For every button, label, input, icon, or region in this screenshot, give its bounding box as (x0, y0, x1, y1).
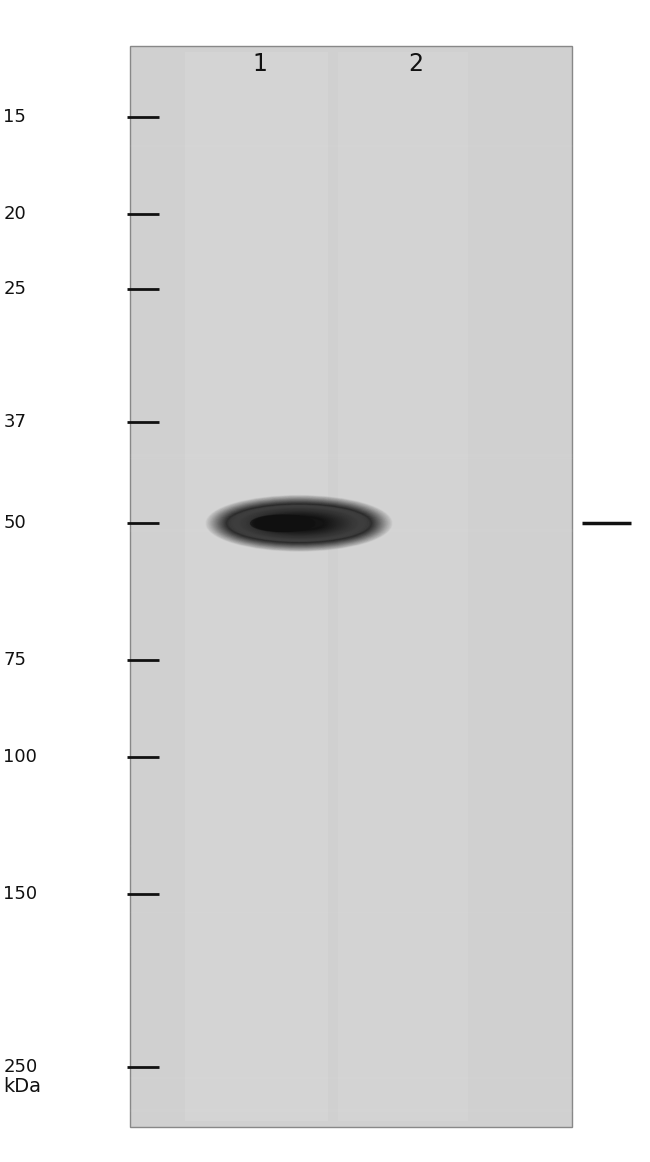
Text: 1: 1 (253, 52, 267, 76)
Ellipse shape (268, 515, 330, 531)
Ellipse shape (250, 510, 348, 536)
Ellipse shape (235, 507, 363, 540)
Ellipse shape (211, 497, 387, 548)
Text: 150: 150 (3, 885, 38, 904)
Ellipse shape (231, 505, 367, 541)
Ellipse shape (252, 516, 313, 531)
Ellipse shape (221, 502, 377, 545)
Text: 20: 20 (3, 205, 26, 223)
Ellipse shape (254, 516, 311, 531)
Ellipse shape (259, 514, 339, 533)
Ellipse shape (274, 517, 324, 530)
Ellipse shape (247, 510, 351, 537)
Ellipse shape (215, 500, 383, 547)
Ellipse shape (218, 501, 380, 546)
Ellipse shape (266, 515, 332, 532)
Ellipse shape (262, 518, 304, 529)
Ellipse shape (227, 504, 370, 541)
Text: 50: 50 (3, 515, 26, 532)
FancyBboxPatch shape (130, 46, 572, 1127)
Ellipse shape (239, 508, 359, 539)
FancyBboxPatch shape (338, 52, 468, 1121)
Ellipse shape (244, 509, 354, 538)
Ellipse shape (263, 514, 335, 532)
Ellipse shape (222, 502, 376, 544)
Ellipse shape (225, 503, 373, 543)
Text: 15: 15 (3, 108, 26, 125)
Text: 100: 100 (3, 748, 37, 767)
Ellipse shape (251, 515, 315, 532)
Ellipse shape (223, 503, 375, 544)
Ellipse shape (269, 516, 329, 531)
Ellipse shape (213, 498, 385, 548)
FancyBboxPatch shape (185, 52, 328, 1121)
Ellipse shape (278, 522, 288, 524)
Ellipse shape (258, 512, 340, 535)
Ellipse shape (245, 509, 353, 537)
Ellipse shape (270, 521, 296, 526)
Ellipse shape (256, 516, 309, 530)
Ellipse shape (218, 501, 380, 546)
Ellipse shape (234, 507, 364, 540)
Ellipse shape (268, 519, 298, 528)
Ellipse shape (232, 505, 366, 540)
Ellipse shape (242, 509, 356, 538)
Text: 25: 25 (3, 280, 26, 299)
Ellipse shape (209, 496, 389, 550)
Ellipse shape (261, 514, 337, 533)
Text: 75: 75 (3, 651, 26, 669)
Ellipse shape (276, 522, 290, 525)
Ellipse shape (240, 508, 358, 538)
Ellipse shape (227, 504, 370, 541)
Ellipse shape (260, 517, 306, 529)
Ellipse shape (229, 505, 369, 541)
Ellipse shape (272, 516, 326, 530)
Ellipse shape (211, 497, 387, 550)
Ellipse shape (217, 500, 381, 546)
Ellipse shape (248, 510, 350, 537)
Ellipse shape (209, 497, 389, 550)
Ellipse shape (237, 508, 361, 539)
Ellipse shape (258, 517, 307, 530)
Ellipse shape (252, 511, 346, 536)
Ellipse shape (220, 501, 378, 545)
Ellipse shape (226, 504, 372, 543)
Text: kDa: kDa (3, 1077, 41, 1096)
Ellipse shape (274, 521, 292, 525)
Ellipse shape (264, 518, 302, 529)
Text: 2: 2 (408, 52, 424, 76)
Ellipse shape (224, 503, 374, 544)
Ellipse shape (213, 498, 385, 548)
Ellipse shape (214, 498, 384, 547)
Ellipse shape (253, 511, 345, 536)
Ellipse shape (220, 502, 378, 545)
Ellipse shape (256, 512, 342, 535)
Ellipse shape (272, 521, 294, 526)
Ellipse shape (227, 504, 371, 543)
Ellipse shape (266, 519, 300, 528)
Ellipse shape (216, 500, 382, 547)
Text: 37: 37 (3, 413, 26, 431)
Ellipse shape (255, 511, 343, 535)
Ellipse shape (265, 515, 333, 532)
Text: 250: 250 (3, 1057, 38, 1076)
Ellipse shape (271, 516, 327, 531)
